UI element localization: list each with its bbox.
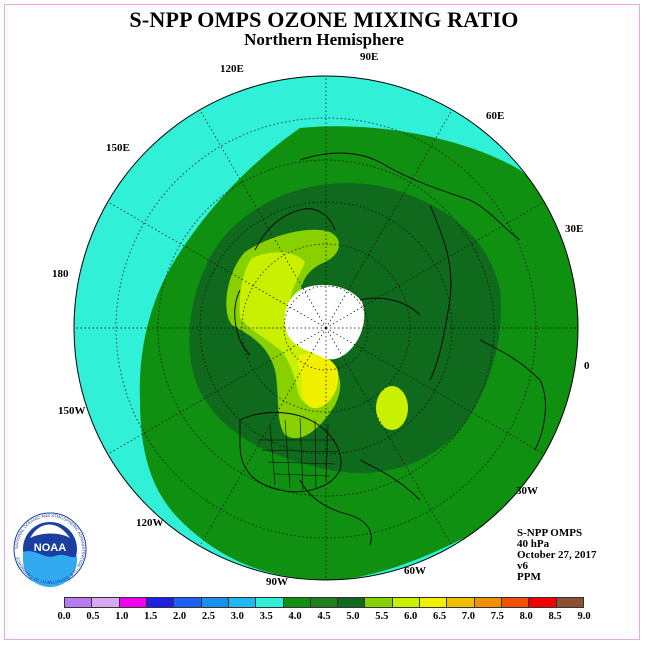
colorbar-tick-label: 5.5 [375,611,389,622]
lon-label-120w: 120W [136,517,164,529]
colorbar-segment [529,598,557,607]
us-state-lines [258,417,339,491]
info-instrument: S-NPP OMPS [517,527,583,539]
colorbar-tick-label: 0.0 [57,611,71,622]
colorbar-tick-label: 4.5 [317,611,331,622]
colorbar-segment [228,598,257,607]
lon-label-90w: 90W [266,576,288,588]
info-version: v6 [517,560,528,572]
polar-night-region [284,284,365,360]
colorbar-tick-label: 3.5 [259,611,273,622]
colorbar-tick-label: 7.0 [461,611,475,622]
colorbar-segment [365,598,393,607]
colorbar-tick-label: 0.5 [86,611,100,622]
colorbar-segment [502,598,530,607]
lon-label-150e: 150E [106,142,130,154]
colorbar-segment [201,598,229,607]
info-units: PPM [517,571,541,583]
colorbar-segment [392,598,421,607]
colorbar-segment [92,598,120,607]
page-title: S-NPP OMPS OZONE MIXING RATIO [129,7,519,32]
page-subtitle: Northern Hemisphere [244,30,404,49]
lon-label-180: 180 [52,268,69,280]
colorbar-tick-label: 8.0 [519,611,533,622]
colorbar-tick-label: 4.0 [288,611,302,622]
colorbar-tick-label: 9.0 [577,611,591,622]
colorbar-segment [146,598,175,607]
lon-label-60e: 60E [486,110,505,122]
colorbar [64,597,584,608]
colorbar-tick-label: 5.0 [346,611,360,622]
colorbar-segment [65,598,93,607]
info-level: 40 hPa [517,538,550,550]
coastlines [234,152,546,546]
colorbar-tick-label: 1.5 [144,611,158,622]
ozone-zone-peak [297,353,339,409]
colorbar-tick-label: 2.5 [201,611,215,622]
colorbar-tick-label: 7.5 [490,611,504,622]
lon-label-30w: 30W [516,485,538,497]
lon-label-0: 0 [584,360,590,372]
colorbar-segment [119,598,147,607]
colorbar-segment [447,598,475,607]
colorbar-tick-label: 3.0 [230,611,244,622]
colorbar-segment [310,598,339,607]
info-date: October 27, 2017 [517,549,597,561]
colorbar-tick-label: 6.5 [432,611,447,622]
lon-label-90e: 90E [360,51,379,63]
colorbar-segment [174,598,202,607]
figure-frame [4,4,640,640]
colorbar-tick-label: 8.5 [548,611,562,622]
lon-label-30e: 30E [565,223,584,235]
colorbar-segment [474,598,502,607]
map-border [73,75,579,581]
colorbar-tick-label: 6.0 [404,611,418,622]
colorbar-tick-label: 1.0 [115,611,129,622]
ozone-spot [376,386,408,430]
colorbar-segment [556,598,583,607]
noaa-logo: NOAA NATIONAL OCEANIC AND ATMOSPHERIC AD… [13,512,87,587]
colorbar-tick-label: 2.0 [172,611,187,622]
colorbar-segment [256,598,284,607]
noaa-logo-text: NOAA [34,542,66,554]
colorbar-segment [420,598,448,607]
lon-label-150w: 150W [58,405,86,417]
colorbar-segment [283,598,311,607]
colorbar-segment [338,598,366,607]
lon-label-60w: 60W [404,565,426,577]
graticule [74,76,578,580]
lon-label-120e: 120E [220,63,244,75]
